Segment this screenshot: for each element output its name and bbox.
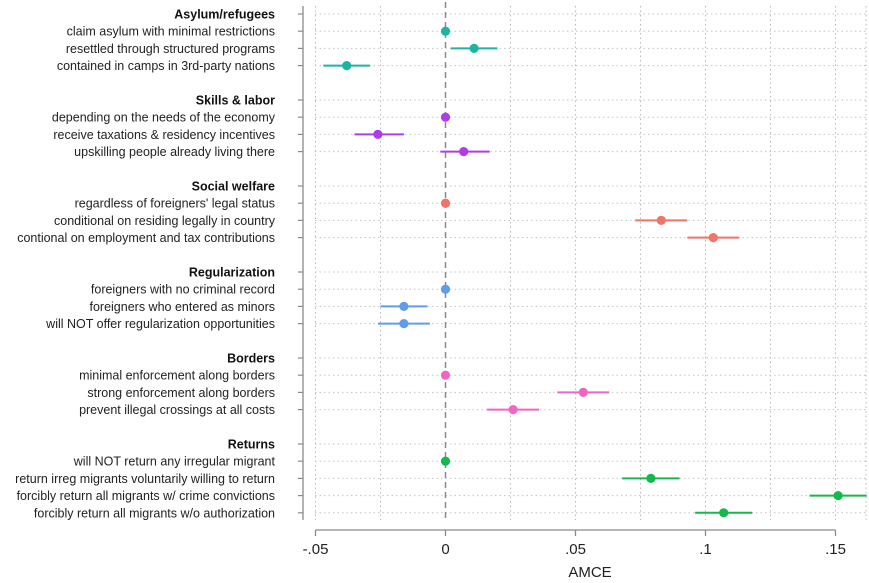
mark-layer: [323, 26, 867, 518]
level-label: resettled through structured programs: [66, 42, 275, 56]
point-estimate: [469, 43, 479, 54]
level-label: claim asylum with minimal restrictions: [67, 25, 275, 39]
level-label: contional on employment and tax contribu…: [17, 231, 275, 245]
level-label: receive taxations & residency incentives: [53, 128, 275, 142]
point-estimate: [440, 198, 451, 208]
group-heading: Social welfare: [192, 180, 275, 194]
point-estimate: [719, 508, 729, 518]
level-label: regardless of foreigners' legal status: [75, 197, 275, 211]
point-estimate: [342, 61, 352, 71]
point-estimate: [833, 491, 843, 501]
label-layer: Asylum/refugees claim asylum with minimal…: [15, 8, 276, 521]
level-label: forcibly return all migrants w/ crime co…: [17, 489, 275, 503]
grid-layer: [315, 2, 867, 520]
x-tick-label: .05: [565, 541, 586, 558]
level-label: will NOT return any irregular migrant: [73, 455, 276, 469]
group-heading: Asylum/refugees: [174, 8, 275, 22]
level-label: contained in camps in 3rd-party nations: [57, 59, 275, 73]
point-estimate: [440, 112, 451, 122]
level-label: foreigners with no criminal record: [91, 283, 275, 297]
x-tick-label: .15: [825, 541, 846, 558]
level-label: forcibly return all migrants w/o authori…: [34, 506, 275, 520]
point-estimate: [578, 387, 588, 397]
point-estimate: [508, 405, 518, 415]
point-estimate: [656, 215, 666, 225]
x-tick-label: 0: [441, 541, 449, 558]
axis-layer: -.05 0 .05 .1 .15: [298, 6, 846, 558]
level-label: strong enforcement along borders: [87, 386, 275, 400]
group-heading: Skills & labor: [196, 94, 275, 108]
point-estimate: [399, 301, 409, 311]
point-estimate: [459, 147, 469, 157]
x-axis-title: AMCE: [568, 564, 611, 581]
x-tick-label: -.05: [303, 541, 329, 558]
point-estimate: [646, 473, 656, 483]
point-estimate: [708, 233, 718, 243]
point-estimate: [373, 129, 383, 139]
group-heading: Regularization: [189, 266, 275, 280]
level-label: depending on the needs of the economy: [52, 111, 276, 125]
point-estimate: [440, 370, 451, 380]
x-tick-label: .1: [699, 541, 712, 558]
point-estimate: [440, 284, 451, 294]
level-label: return irreg migrants voluntarily willin…: [15, 472, 275, 486]
point-estimate: [440, 456, 451, 466]
point-estimate: [399, 319, 409, 329]
point-estimate: [440, 26, 451, 36]
level-label: conditional on residing legally in count…: [54, 214, 276, 228]
level-label: upskilling people already living there: [74, 145, 275, 159]
group-heading: Borders: [227, 352, 275, 366]
level-label: prevent illegal crossings at all costs: [79, 403, 275, 417]
level-label: minimal enforcement along borders: [79, 369, 275, 383]
level-label: foreigners who entered as minors: [89, 300, 275, 314]
level-label: will NOT offer regularization opportunit…: [45, 317, 275, 331]
group-heading: Returns: [228, 438, 275, 452]
